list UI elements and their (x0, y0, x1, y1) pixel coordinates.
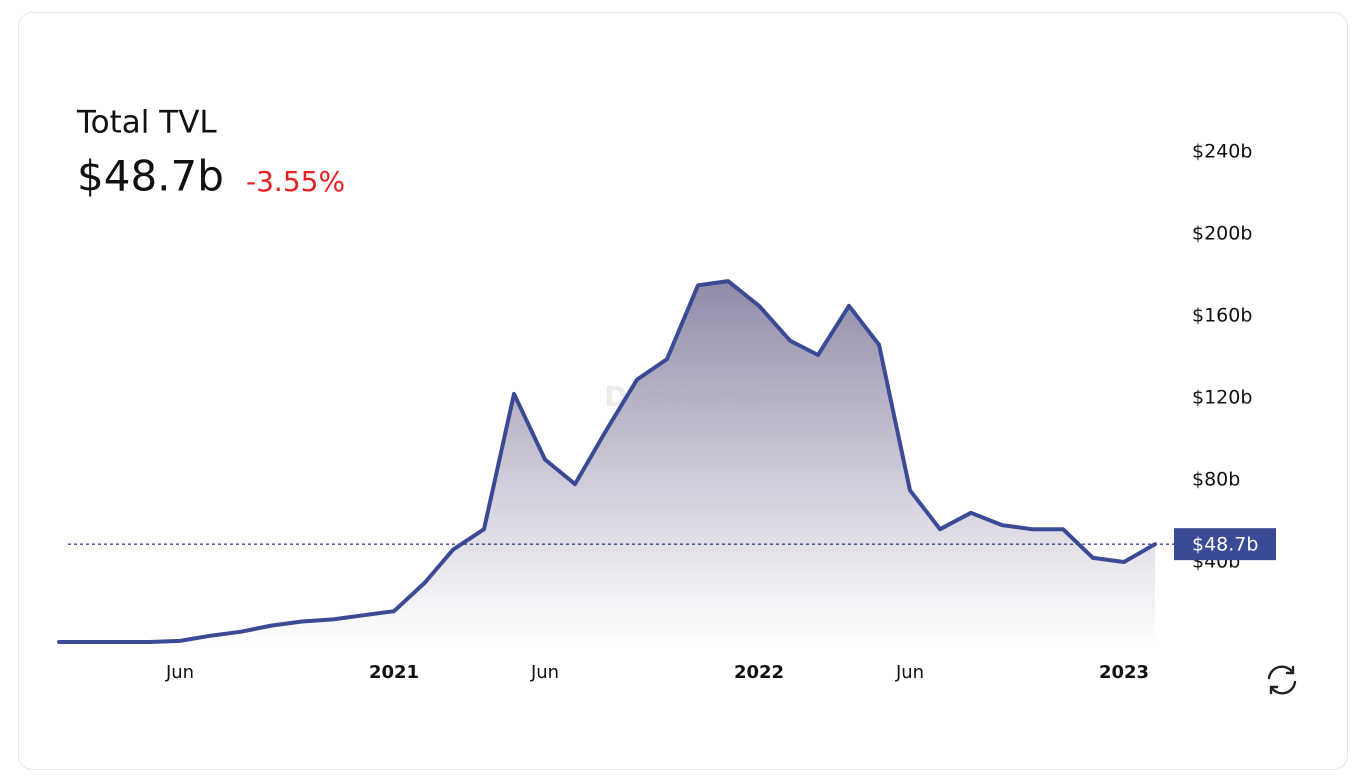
x-tick-label: Jun (530, 662, 559, 683)
area (59, 281, 1155, 644)
current-value: $48.7b (77, 152, 224, 201)
x-tick-label: 2021 (369, 662, 419, 683)
x-tick-label: 2022 (734, 662, 784, 683)
line (57, 279, 1157, 644)
y-tick-label: $120b (1192, 387, 1252, 409)
chart-title: Total TVL (76, 105, 217, 141)
refresh-button[interactable] (1267, 665, 1297, 695)
y-tick-label: $160b (1192, 305, 1252, 327)
y-tick-label: $200b (1192, 223, 1252, 245)
plot: DefiLlama$40b$80b$120b$160b$200b$240bJun… (57, 141, 1276, 683)
y-tick-label: $240b (1192, 141, 1252, 163)
current-badge-label: $48.7b (1192, 534, 1258, 556)
y-tick-label: $80b (1192, 469, 1240, 491)
change: -3.55% (246, 165, 345, 198)
x-tick-label: Jun (165, 662, 194, 683)
x-tick-label: Jun (895, 662, 924, 683)
x-tick-label: 2023 (1099, 662, 1149, 683)
current-badge (1174, 528, 1276, 561)
